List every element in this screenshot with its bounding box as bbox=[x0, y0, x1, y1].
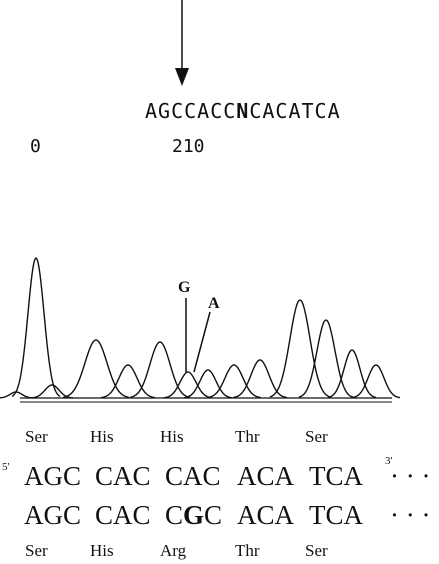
base: C bbox=[165, 500, 183, 530]
amino-acid: His bbox=[90, 541, 114, 560]
peak bbox=[0, 392, 34, 398]
peak bbox=[63, 340, 129, 397]
codon: AGC bbox=[24, 461, 81, 491]
peak bbox=[299, 320, 353, 397]
amino-acid: Ser bbox=[305, 541, 328, 560]
codon: TCA bbox=[309, 461, 364, 491]
codon: TCA bbox=[309, 500, 364, 530]
mutant-base: G bbox=[183, 500, 204, 530]
mutant-base: N bbox=[236, 99, 249, 123]
amino-acid: Ser bbox=[305, 427, 328, 446]
peak-label: A bbox=[208, 295, 220, 312]
mutated-codon: CGC bbox=[165, 500, 222, 530]
sequence: AGCCACCNCACATCA bbox=[145, 99, 341, 123]
peak bbox=[233, 360, 287, 398]
base: C bbox=[204, 500, 222, 530]
codon: CAC bbox=[165, 461, 221, 491]
amino-acid: His bbox=[90, 427, 114, 446]
codon: CAC bbox=[95, 500, 151, 530]
peak bbox=[12, 258, 60, 396]
arrow-head bbox=[175, 68, 189, 86]
amino-acid: His bbox=[160, 427, 184, 446]
codon: ACA bbox=[237, 461, 295, 491]
amino-acid: Thr bbox=[235, 541, 260, 560]
continuation: · · · bbox=[390, 461, 430, 491]
peak-label: G bbox=[178, 279, 191, 296]
codon: CAC bbox=[95, 461, 151, 491]
codon: ACA bbox=[237, 500, 295, 530]
codon: AGC bbox=[24, 500, 81, 530]
peak bbox=[328, 350, 376, 398]
peak bbox=[164, 372, 212, 398]
peak-pointer bbox=[194, 312, 210, 372]
peak bbox=[270, 300, 330, 397]
amino-acid: Arg bbox=[160, 541, 187, 560]
continuation: · · · bbox=[390, 500, 430, 530]
amino-acid: Ser bbox=[25, 427, 48, 446]
amino-acid: Thr bbox=[235, 427, 260, 446]
amino-acid: Ser bbox=[25, 541, 48, 560]
five-prime: 5' bbox=[2, 461, 10, 473]
position: 0 bbox=[30, 136, 41, 157]
peak bbox=[352, 365, 400, 398]
bases: AGCCACC bbox=[145, 99, 236, 123]
chromatogram bbox=[0, 258, 400, 398]
position: 210 bbox=[172, 136, 205, 157]
bases: CACATCA bbox=[249, 99, 340, 123]
figure: AGCCACCNCACATCA 0 210 G A 5' 3' · · · · … bbox=[0, 0, 439, 564]
peak bbox=[130, 342, 190, 397]
